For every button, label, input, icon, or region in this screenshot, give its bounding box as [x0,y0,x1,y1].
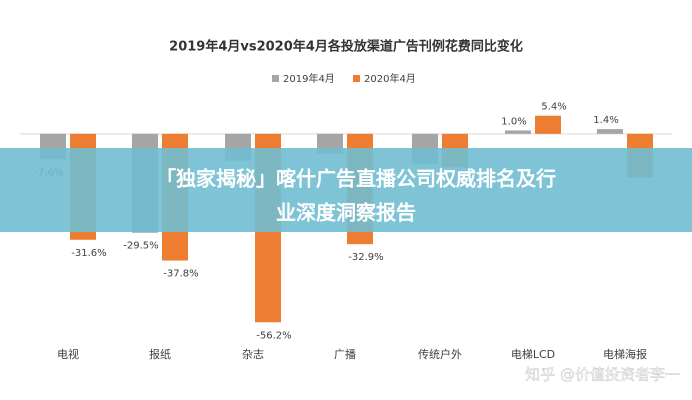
watermark: 知乎 @价值投资者李一 [525,366,680,384]
legend-swatch [353,75,360,82]
bar [535,115,561,134]
x-tick-label: 报纸 [149,347,171,361]
data-label: 1.0% [501,116,526,127]
bar [505,130,531,134]
banner-line: 业深度洞察报告 [276,201,416,225]
banner-bg [0,148,692,232]
x-tick-label: 电梯海报 [603,347,647,361]
data-label: 1.4% [593,115,618,126]
bar [597,129,623,134]
legend-label: 2020年4月 [364,72,416,85]
data-label: -37.8% [163,269,198,280]
legend-label: 2019年4月 [283,72,335,85]
data-label: -32.9% [348,252,383,263]
overlay: 「独家揭秘」喀什广告直播公司权威排名及行 业深度洞察报告 知乎 @价值投资者李一 [0,148,692,384]
x-tick-label: 广播 [334,347,356,361]
banner-line: 「独家揭秘」喀什广告直播公司权威排名及行 [156,167,556,191]
x-tick-label: 电视 [57,347,79,361]
data-label: -31.6% [71,248,106,259]
data-label: -29.5% [123,241,158,252]
x-tick-label: 传统户外 [418,347,462,361]
data-label: 5.4% [541,102,566,113]
x-tick-label: 杂志 [242,348,264,361]
legend-swatch [272,75,279,82]
x-tick-label: 电梯LCD [511,348,555,361]
data-label: -56.2% [256,330,291,341]
chart-title: 2019年4月vs2020年4月各投放渠道广告刊例花费同比变化 [169,39,523,55]
